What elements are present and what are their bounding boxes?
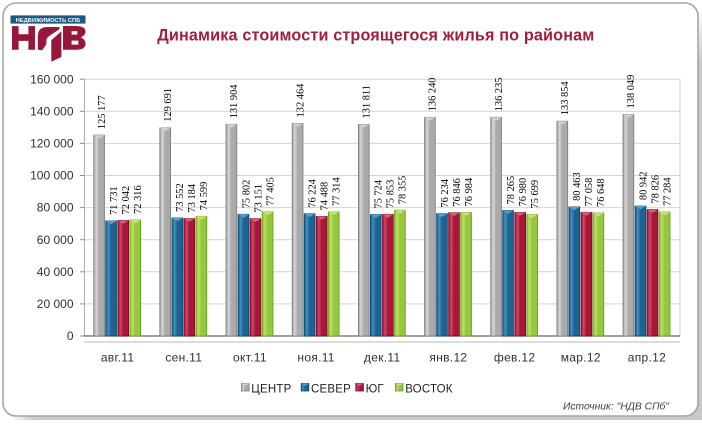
svg-text:окт.11: окт.11 [233, 350, 267, 364]
svg-text:72 042: 72 042 [121, 186, 132, 215]
svg-text:74 488: 74 488 [320, 182, 331, 211]
svg-text:Источник: "НДВ СПб": Источник: "НДВ СПб" [563, 401, 670, 413]
svg-text:янв.12: янв.12 [429, 350, 467, 364]
svg-text:100 000: 100 000 [30, 169, 74, 183]
svg-text:73 151: 73 151 [253, 184, 264, 213]
svg-text:78 265: 78 265 [506, 176, 517, 205]
svg-text:80 000: 80 000 [37, 201, 74, 215]
svg-text:75 724: 75 724 [374, 179, 385, 208]
svg-text:0: 0 [67, 329, 74, 343]
svg-text:ЮГ: ЮГ [366, 384, 385, 396]
svg-text:ЦЕНТР: ЦЕНТР [251, 384, 291, 396]
svg-text:20 000: 20 000 [37, 297, 74, 311]
svg-text:125 177: 125 177 [97, 95, 108, 129]
svg-text:136 240: 136 240 [428, 78, 439, 112]
svg-text:СЕВЕР: СЕВЕР [311, 384, 351, 396]
svg-text:136 235: 136 235 [494, 78, 505, 112]
svg-text:40 000: 40 000 [37, 265, 74, 279]
svg-text:131 811: 131 811 [362, 85, 373, 118]
svg-text:апр.12: апр.12 [628, 350, 666, 364]
svg-text:72 316: 72 316 [133, 185, 144, 214]
svg-text:73 184: 73 184 [187, 183, 198, 212]
svg-text:авг.11: авг.11 [101, 350, 135, 364]
svg-text:76 980: 76 980 [518, 178, 529, 207]
svg-text:75 699: 75 699 [530, 180, 541, 209]
svg-text:73 552: 73 552 [175, 183, 186, 212]
svg-text:мар.12: мар.12 [561, 350, 601, 364]
svg-text:77 284: 77 284 [662, 177, 673, 206]
svg-text:60 000: 60 000 [37, 233, 74, 247]
svg-text:138 049: 138 049 [626, 75, 637, 109]
svg-text:ВОСТОК: ВОСТОК [405, 384, 453, 396]
svg-text:80 942: 80 942 [638, 172, 649, 201]
svg-text:132 464: 132 464 [295, 83, 306, 118]
svg-text:76 234: 76 234 [440, 178, 451, 207]
svg-text:дек.11: дек.11 [364, 350, 401, 364]
svg-text:77 314: 77 314 [332, 177, 343, 206]
svg-text:фев.12: фев.12 [494, 350, 535, 364]
svg-text:78 355: 78 355 [398, 176, 409, 205]
svg-text:76 984: 76 984 [464, 177, 475, 206]
svg-text:76 648: 76 648 [596, 178, 607, 207]
svg-text:71 731: 71 731 [109, 186, 120, 215]
svg-text:76 224: 76 224 [307, 178, 318, 207]
svg-text:78 826: 78 826 [650, 175, 661, 204]
svg-text:129 691: 129 691 [163, 88, 174, 122]
svg-text:сен.11: сен.11 [165, 350, 202, 364]
svg-text:ноя.11: ноя.11 [297, 350, 334, 364]
svg-text:133 854: 133 854 [560, 81, 571, 116]
svg-text:75 853: 75 853 [386, 180, 397, 209]
svg-text:160 000: 160 000 [30, 72, 74, 86]
svg-text:120 000: 120 000 [30, 137, 74, 151]
svg-text:77 405: 77 405 [265, 177, 276, 206]
svg-text:76 846: 76 846 [452, 178, 463, 207]
svg-text:140 000: 140 000 [30, 104, 74, 118]
svg-text:131 904: 131 904 [229, 84, 240, 119]
svg-text:Динамика стоимости строящегося: Динамика стоимости строящегося жилья по … [157, 27, 594, 45]
svg-text:80 463: 80 463 [572, 172, 583, 201]
svg-text:75 802: 75 802 [241, 180, 252, 209]
svg-text:НЕДВИЖИМОСТЬ СПБ: НЕДВИЖИМОСТЬ СПБ [16, 18, 80, 24]
svg-text:77 058: 77 058 [584, 178, 595, 207]
svg-text:74 599: 74 599 [199, 182, 210, 211]
